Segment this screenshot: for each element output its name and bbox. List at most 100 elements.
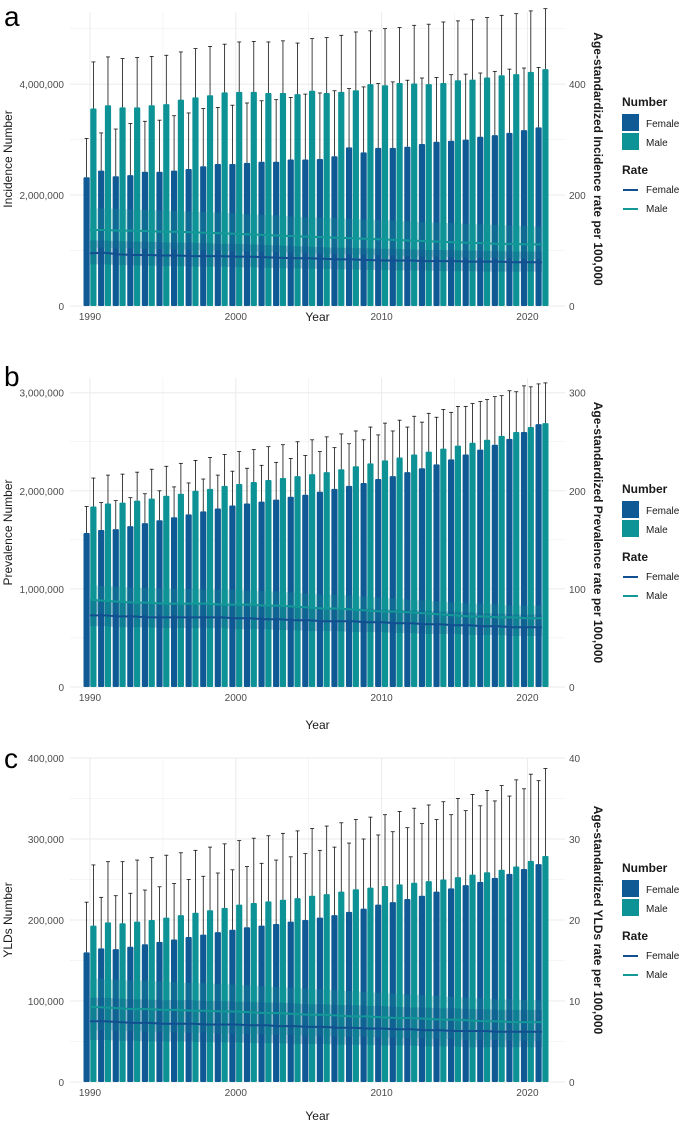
bar-female-2014 [433,464,440,687]
error-bars [84,382,548,533]
y-tick-label: 2,000,000 [20,487,65,498]
bar-male-2021 [542,856,549,1082]
bar-female-2017 [477,881,484,1082]
bar-female-1994 [141,944,149,1082]
bar-male-2018 [498,75,505,307]
y2-tick-label: 200 [569,191,586,202]
bar-male-1997 [192,490,199,687]
bar-female-1994 [141,171,149,306]
bar-male-2009 [367,887,374,1082]
bar-male-2021 [542,69,549,306]
bar-female-1992 [112,176,119,306]
bar-male-2000 [236,904,243,1082]
bar-female-1997 [185,937,192,1082]
bar-female-2007 [331,156,338,306]
panel-label: a [4,1,20,32]
bar-male-1991 [104,105,112,307]
bar-male-1995 [163,104,170,307]
bar-female-2018 [491,135,498,306]
bar-female-1992 [112,529,119,687]
bar-female-2016 [462,454,469,687]
bar-male-1998 [206,488,214,687]
bar-female-2007 [331,488,338,687]
bar-female-1996 [170,170,178,306]
legend-swatch-male [622,899,639,916]
bar-female-2001 [243,503,251,687]
bar-male-1993 [134,500,141,687]
bar-male-2001 [250,902,257,1082]
legend-label-female: Female [646,119,680,130]
bar-female-2016 [462,139,469,306]
bar-female-2000 [229,163,236,306]
bar-male-2008 [352,90,359,307]
legend-swatch-female [622,114,639,131]
bar-male-2015 [454,445,462,687]
bar-female-2020 [520,130,528,306]
y-axis-title: Prevalence Number [1,479,15,585]
y2-tick-label: 0 [569,1078,575,1089]
legend-label-female-rate: Female [646,572,680,583]
bar-female-2006 [316,159,323,306]
bar-female-2020 [520,431,528,687]
bar-male-2020 [527,860,534,1082]
bar-male-2018 [498,435,505,687]
bar-male-2017 [483,77,491,306]
error-bars [84,8,548,178]
bar-male-2011 [396,884,403,1082]
legend-label-male-rate: Male [646,970,668,981]
line-female-rate [90,1020,542,1033]
panel-a: 0 2,000,000 4,000,000 0 200 400 1990 2000 2010 20… [1,1,680,324]
bar-female-2017 [477,449,484,687]
line-female-rate [90,614,542,629]
bar-male-2001 [250,481,257,687]
bar-male-2020 [527,71,534,307]
y-axis-title: YLDs Number [1,882,15,957]
bar-male-2017 [483,439,491,687]
bar-male-2006 [323,894,330,1082]
bar-female-2010 [375,147,382,306]
bar-female-1996 [170,517,178,687]
y2-axis-title: Age-standardized Prevalence rate per 100… [591,402,605,664]
bar-female-2003 [273,161,280,306]
bar-male-1998 [206,910,214,1082]
legend-title-rate: Rate [622,550,648,564]
bar-male-2010 [381,885,389,1082]
ribbon-female-rate [90,240,542,272]
x-tick-label: 2010 [370,693,393,704]
bar-male-2015 [454,80,462,306]
x-tick-label: 2010 [370,312,393,323]
bar-female-1991 [98,530,105,687]
bar-male-2014 [440,83,447,306]
legend: Number Female Male Rate Female Male [622,95,680,215]
bar-male-2002 [265,92,272,306]
y2-axis-title: Age-standardized YLDs rate per 100,000 [591,806,605,1035]
bar-male-2002 [265,480,272,687]
bar-male-2004 [294,898,301,1082]
bar-male-1994 [148,498,155,687]
y2-tick-label: 10 [569,997,581,1008]
bar-male-1995 [163,495,170,687]
bar-male-2007 [338,469,345,687]
bar-male-2005 [309,90,316,307]
bar-male-1991 [104,503,112,687]
bars [83,69,549,307]
bar-female-1990 [83,532,90,687]
bar-female-2021 [535,127,542,306]
bar-female-2004 [287,159,294,306]
bar-female-2003 [273,499,280,687]
bar-female-1993 [127,526,134,687]
line-male-rate [90,229,542,246]
bar-female-2002 [258,501,265,687]
bar-male-2003 [279,899,287,1082]
ribbon-male-rate [90,585,542,629]
y-tick-label: 1,000,000 [20,585,65,596]
bar-male-2018 [498,869,505,1082]
bar-male-2002 [265,901,272,1082]
bar-female-2009 [360,482,367,687]
legend: Number Female Male Rate Female Male [622,861,680,981]
y2-tick-label: 40 [569,754,581,765]
y-tick-label: 0 [58,683,64,694]
bar-male-2008 [352,466,359,687]
bar-female-2011 [389,902,396,1082]
bar-female-2015 [448,459,455,687]
